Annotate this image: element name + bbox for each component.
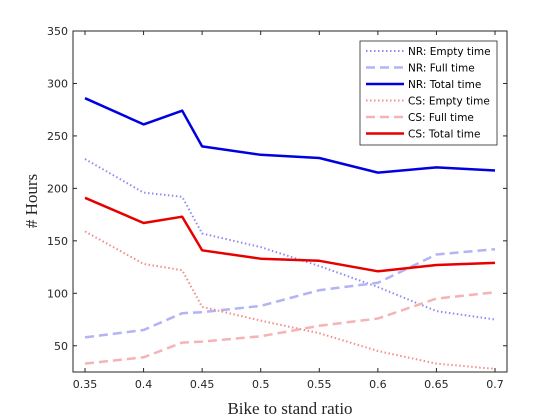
series-line-cs-total-time [84,196,496,273]
series-line-nr-empty-time [84,158,496,321]
tick-layer: 0.35 0.4 0.45 0.5 0.55 0.6 0.65 0.7 50 100 150 200 2… [47,25,507,391]
legend-label: NR: Total time [408,79,481,91]
x-tick-label: 0.55 [307,378,332,391]
y-tick-label: 300 [47,77,68,90]
y-tick-label: 350 [47,25,68,38]
y-tick-label: 200 [47,182,68,195]
x-tick-label: 0.5 [252,378,270,391]
x-tick-label: 0.45 [190,378,215,391]
series-line-nr-full-time [84,247,496,339]
x-tick-label: 0.4 [135,378,153,391]
series-line-cs-full-time [84,291,496,365]
series-layer [84,97,496,370]
legend-label: CS: Empty time [408,96,490,108]
x-tick-label: 0.6 [369,378,387,391]
x-tick-label: 0.35 [73,378,98,391]
legend-label: NR: Full time [408,63,475,75]
series-line-cs-empty-time [84,230,496,370]
legend-label: NR: Empty time [408,46,491,58]
series-line-nr-total-time [84,97,496,174]
x-tick-label: 0.65 [424,378,449,391]
y-tick-label: 50 [54,340,68,353]
y-axis-title: # Hours [22,174,41,228]
legend-label: CS: Full time [408,112,474,124]
legend: NR: Empty time NR: Full time NR: Total tim… [359,40,498,146]
legend-box [359,40,498,146]
x-axis-title: Bike to stand ratio [227,399,352,418]
y-tick-label: 150 [47,235,68,248]
legend-label: CS: Total time [408,129,480,141]
y-tick-label: 100 [47,287,68,300]
y-tick-label: 250 [47,130,68,143]
plot-area-border [72,30,508,373]
x-tick-label: 0.7 [486,378,504,391]
